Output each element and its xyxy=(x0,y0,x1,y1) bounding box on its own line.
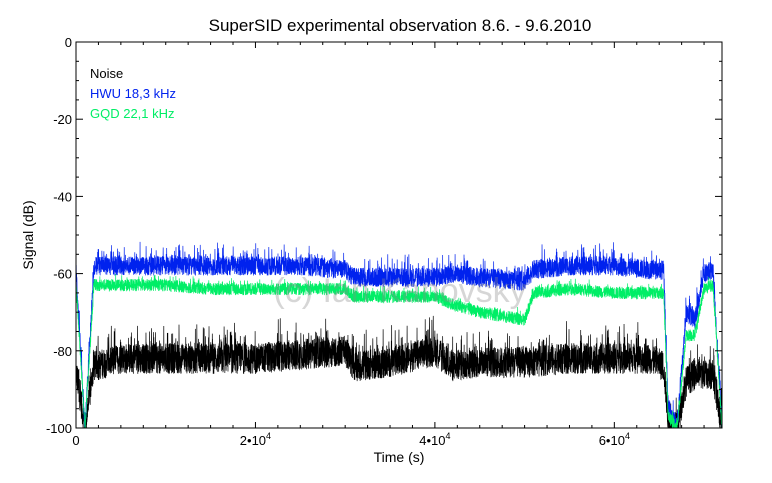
series-line-1 xyxy=(76,315,722,428)
watermark-text: (c) Ian Kanovsky xyxy=(273,272,526,310)
y-tick-label: -100 xyxy=(46,421,72,436)
ticks-layer: 0 2•104 4•104 6•104 0 -20 -40 -60 -80 -100 xyxy=(46,35,722,448)
legend-entry-1: Noise xyxy=(90,66,123,81)
x-axis-label: Time (s) xyxy=(374,449,425,465)
y-tick-label: -80 xyxy=(53,344,72,359)
x-tick-exponent: 4 xyxy=(266,431,271,441)
x-tick-label: 6•104 xyxy=(599,431,630,448)
x-tick-exponent: 4 xyxy=(446,431,451,441)
legend-entry-3: GQD 22,1 kHz xyxy=(90,106,175,121)
x-tick-exponent: 4 xyxy=(625,431,630,441)
chart-title: SuperSID experimental observation 8.6. -… xyxy=(209,16,592,35)
y-tick-label: -20 xyxy=(53,112,72,127)
legend-entry-2: HWU 18,3 kHz xyxy=(90,86,176,101)
y-tick-label: -60 xyxy=(53,267,72,282)
series-layer xyxy=(76,241,722,428)
legend: Noise HWU 18,3 kHz GQD 22,1 kHz xyxy=(90,66,176,121)
y-axis-label: Signal (dB) xyxy=(20,200,36,269)
x-tick-label: 2•104 xyxy=(240,431,271,448)
series-line-3 xyxy=(76,273,722,428)
series-line-2 xyxy=(76,241,722,428)
x-tick-label: 0 xyxy=(72,433,79,448)
y-tick-label: -40 xyxy=(53,189,72,204)
x-tick-label: 4•104 xyxy=(419,431,450,448)
y-tick-label: 0 xyxy=(65,35,72,50)
